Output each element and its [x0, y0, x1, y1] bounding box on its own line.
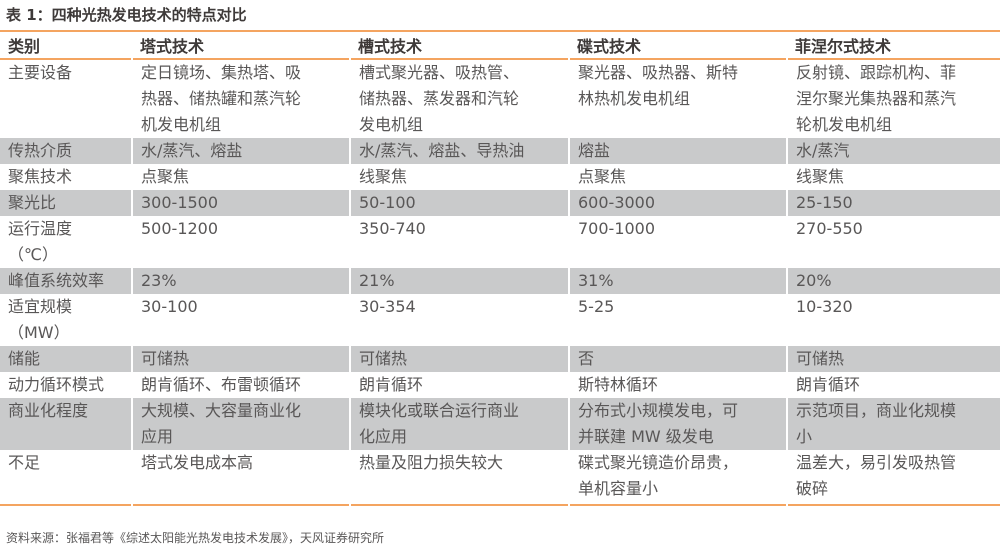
table-cell: 700-1000 — [568, 216, 787, 268]
header-row: 类别 塔式技术 槽式技术 碟式技术 菲涅尔式技术 — [0, 31, 1000, 59]
table-cell: 31% — [568, 268, 787, 294]
table-cell: 600-3000 — [568, 190, 787, 216]
table-title: 表 1：四种光热发电技术的特点对比 — [6, 6, 247, 24]
table-cell: 定日镜场、集热塔、吸 热器、储热罐和蒸汽轮 机发电机组 — [131, 59, 350, 138]
table-cell: 50-100 — [349, 190, 569, 216]
table-cell: 500-1200 — [131, 216, 350, 268]
table-row: 聚光比 300-1500 50-100 600-3000 25-150 — [0, 190, 1000, 216]
table-cell: 点聚焦 — [131, 164, 350, 190]
table-cell: 否 — [568, 346, 787, 372]
table-row: 储能 可储热 可储热否可储热 — [0, 346, 1000, 372]
table-cell: 水/蒸汽 — [786, 138, 1000, 164]
table-cell: 可储热 — [131, 346, 350, 372]
header-category: 类别 — [8, 37, 41, 56]
table-cell: 5-25 — [568, 294, 787, 346]
row-label: 聚光比 — [0, 190, 132, 216]
table-row: 不足 塔式发电成本高 热量及阻力损失较大 碟式聚光镜造价昂贵， 单机容量小 温差大，易引… — [0, 450, 1000, 505]
table-cell: 大规模、大容量商业化 应用 — [131, 398, 350, 450]
header-dish: 碟式技术 — [577, 37, 642, 56]
header-fresnel: 菲涅尔式技术 — [795, 37, 892, 56]
table-row: 聚焦技术 点聚焦 线聚焦 点聚焦 线聚焦 — [0, 164, 1000, 190]
table-cell: 可储热 — [349, 346, 569, 372]
table-cell: 270-550 — [786, 216, 1000, 268]
table-cell: 线聚焦 — [786, 164, 1000, 190]
row-label: 储能 — [0, 346, 132, 372]
table-cell: 熔盐 — [568, 138, 787, 164]
table-body: 主要设备 定日镜场、集热塔、吸 热器、储热罐和蒸汽轮 机发电机组 槽式聚光器、吸热管… — [0, 59, 1000, 505]
table-cell: 朗肯循环 — [786, 372, 1000, 398]
table-row: 峰值系统效率 23% 21% 31% 20% — [0, 268, 1000, 294]
table-cell: 温差大，易引发吸热管 破碎 — [786, 450, 1000, 505]
table-cell: 21% — [349, 268, 569, 294]
table-cell: 30-354 — [349, 294, 569, 346]
row-label: 适宜规模 （MW） — [8, 297, 73, 342]
table-cell: 塔式发电成本高 — [131, 450, 350, 505]
table-cell: 线聚焦 — [349, 164, 569, 190]
table-row: 运行温度 （℃） 500-1200 350-740 700-1000 270-550 — [0, 216, 1000, 268]
table-cell: 300-1500 — [131, 190, 350, 216]
row-label: 峰值系统效率 — [0, 268, 132, 294]
table-cell: 分布式小规模发电，可 并联建 MW 级发电 — [568, 398, 787, 450]
table-cell: 斯特林循环 — [568, 372, 787, 398]
row-label: 聚焦技术 — [8, 167, 73, 186]
table-row: 商业化程度 大规模、大容量商业化 应用 模块化或联合运行商业 化应用 分布式小规模发电… — [0, 398, 1000, 450]
table-cell: 25-150 — [786, 190, 1000, 216]
row-label: 商业化程度 — [0, 398, 132, 450]
row-label: 运行温度 （℃） — [8, 219, 73, 264]
table-row: 传热介质 水/蒸汽、熔盐 水/蒸汽、熔盐、导热油 熔盐 水/蒸汽 — [0, 138, 1000, 164]
table-cell: 示范项目，商业化规模 小 — [786, 398, 1000, 450]
table-cell: 350-740 — [349, 216, 569, 268]
table-cell: 23% — [131, 268, 350, 294]
source-note: 资料来源：张福君等《综述太阳能光热发电技术发展》，天风证券研究所 — [6, 531, 385, 545]
row-label: 动力循环模式 — [8, 375, 105, 394]
table-cell: 朗肯循环 — [349, 372, 569, 398]
row-label: 主要设备 — [8, 63, 73, 82]
header-trough: 槽式技术 — [358, 37, 423, 56]
table-row: 适宜规模 （MW） 30-100 30-354 5-25 10-320 — [0, 294, 1000, 346]
table-cell: 反射镜、跟踪机构、菲 涅尔聚光集热器和蒸汽 轮机发电机组 — [786, 59, 1000, 138]
table-cell: 水/蒸汽、熔盐、导热油 — [349, 138, 569, 164]
table-cell: 点聚焦 — [568, 164, 787, 190]
comparison-table: 类别 塔式技术 槽式技术 碟式技术 菲涅尔式技术 主要设备 定日镜场、集热塔、吸 … — [0, 30, 1000, 506]
table-cell: 10-320 — [786, 294, 1000, 346]
table-cell: 30-100 — [131, 294, 350, 346]
header-tower: 塔式技术 — [140, 37, 205, 56]
table-cell: 水/蒸汽、熔盐 — [131, 138, 350, 164]
row-label: 传热介质 — [0, 138, 132, 164]
table-cell: 槽式聚光器、吸热管、 储热器、蒸发器和汽轮 发电机组 — [349, 59, 569, 138]
table-cell: 可储热 — [786, 346, 1000, 372]
table-cell: 朗肯循环、布雷顿循环 — [131, 372, 350, 398]
table-cell: 20% — [786, 268, 1000, 294]
table-row: 动力循环模式 朗肯循环、布雷顿循环 朗肯循环 斯特林循环 朗肯循环 — [0, 372, 1000, 398]
table-cell: 模块化或联合运行商业 化应用 — [349, 398, 569, 450]
table-cell: 聚光器、吸热器、斯特 林热机发电机组 — [568, 59, 787, 138]
table-cell: 热量及阻力损失较大 — [349, 450, 569, 505]
table-row: 主要设备 定日镜场、集热塔、吸 热器、储热罐和蒸汽轮 机发电机组 槽式聚光器、吸热管… — [0, 59, 1000, 138]
table-cell: 碟式聚光镜造价昂贵， 单机容量小 — [568, 450, 787, 505]
row-label: 不足 — [8, 453, 41, 472]
